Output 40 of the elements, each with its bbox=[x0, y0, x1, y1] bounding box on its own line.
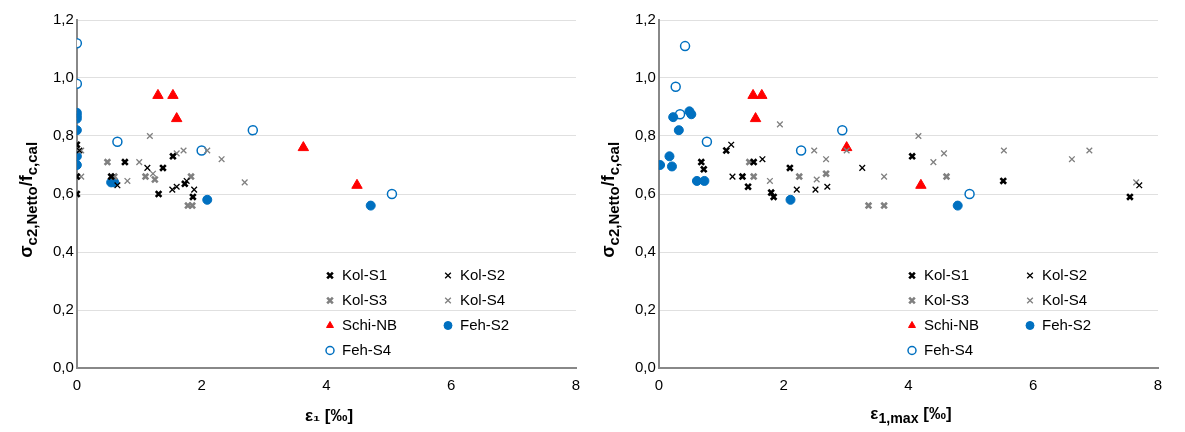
legend-label: Kol-S4 bbox=[1042, 290, 1088, 308]
y-tick-label: 1,0 bbox=[634, 68, 656, 86]
legend-label: Feh-S2 bbox=[1042, 315, 1092, 333]
x-tick-label: 2 bbox=[197, 376, 206, 394]
legend-label: Feh-S2 bbox=[460, 315, 510, 333]
y-tick-label: 0,2 bbox=[634, 300, 656, 318]
legend-label: Kol-S2 bbox=[1042, 265, 1088, 283]
y-tick-label: 0,0 bbox=[634, 358, 656, 376]
y-tick-label: 0,6 bbox=[634, 184, 656, 202]
x-tick-label: 8 bbox=[571, 376, 581, 394]
legend-label: Kol-S4 bbox=[460, 290, 506, 308]
x-tick-label: 8 bbox=[1153, 376, 1163, 394]
x-tick-label: 6 bbox=[447, 376, 456, 394]
y-tick-label: 0,8 bbox=[52, 126, 74, 144]
y-tick-label: 1,2 bbox=[634, 10, 656, 28]
x-axis-title: ε$_{1,max}$ [‰] bbox=[869, 403, 953, 426]
legend-label: Kol-S1 bbox=[924, 265, 970, 283]
legend-label: Feh-S4 bbox=[924, 340, 974, 358]
y-tick-label: 0,2 bbox=[52, 300, 74, 318]
x-tick-label: 2 bbox=[779, 376, 788, 394]
legend-label: Kol-S2 bbox=[460, 265, 506, 283]
y-tick-label: 0,6 bbox=[52, 184, 74, 202]
y-tick-label: 0,4 bbox=[52, 242, 74, 260]
legend-label: Feh-S4 bbox=[342, 340, 392, 358]
y-tick-label: 0,0 bbox=[52, 358, 74, 376]
legend-label: Kol-S3 bbox=[342, 290, 388, 308]
legend-label: Kol-S1 bbox=[342, 265, 388, 283]
y-tick-label: 1,2 bbox=[52, 10, 74, 28]
y-tick-label: 0,4 bbox=[634, 242, 656, 260]
legend-label: Schi-NB bbox=[924, 315, 980, 333]
y-tick-label: 0,8 bbox=[634, 126, 656, 144]
legend-label: Schi-NB bbox=[342, 315, 398, 333]
legend-label: Kol-S3 bbox=[924, 290, 970, 308]
x-tick-label: 0 bbox=[654, 376, 664, 394]
x-tick-label: 0 bbox=[72, 376, 82, 394]
x-tick-label: 6 bbox=[1029, 376, 1038, 394]
x-tick-label: 4 bbox=[322, 376, 331, 394]
y-tick-label: 1,0 bbox=[52, 68, 74, 86]
x-tick-label: 4 bbox=[904, 376, 913, 394]
x-axis-title: ε₁ [‰] bbox=[303, 406, 355, 426]
